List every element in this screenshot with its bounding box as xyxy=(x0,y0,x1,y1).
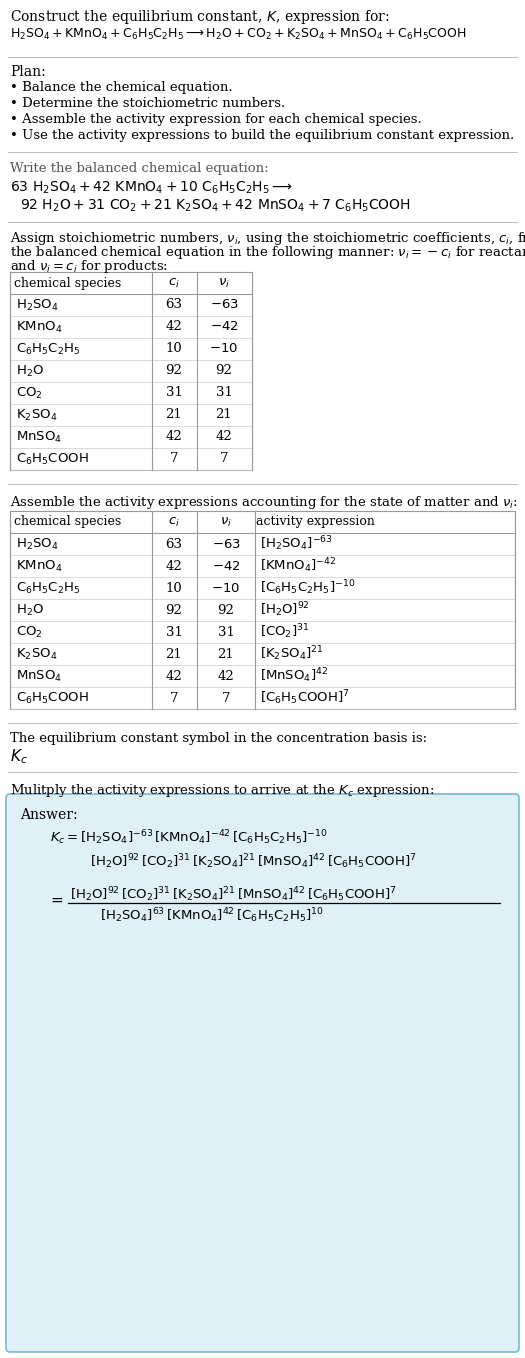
Text: 63: 63 xyxy=(165,538,183,550)
Text: $\mathrm{[C_6H_5C_2H_5]^{-10}}$: $\mathrm{[C_6H_5C_2H_5]^{-10}}$ xyxy=(260,579,355,598)
Text: =: = xyxy=(50,892,63,907)
Text: 21: 21 xyxy=(165,648,182,660)
Text: 31: 31 xyxy=(165,387,183,399)
Text: 42: 42 xyxy=(216,430,233,444)
Text: Plan:: Plan: xyxy=(10,65,46,79)
Text: $\mathrm{63\ H_2SO_4 + 42\ KMnO_4 + 10\ C_6H_5C_2H_5 \longrightarrow}$: $\mathrm{63\ H_2SO_4 + 42\ KMnO_4 + 10\ … xyxy=(10,181,293,197)
Text: $K_c$: $K_c$ xyxy=(10,747,28,766)
Text: $\mathrm{MnSO_4}$: $\mathrm{MnSO_4}$ xyxy=(16,668,62,683)
Text: $\mathrm{H_2O}$: $\mathrm{H_2O}$ xyxy=(16,364,44,379)
Text: $\mathrm{[CO_2]^{31}}$: $\mathrm{[CO_2]^{31}}$ xyxy=(260,623,309,641)
Text: $-$63: $-$63 xyxy=(209,299,238,311)
Bar xyxy=(10,511,515,709)
Text: Write the balanced chemical equation:: Write the balanced chemical equation: xyxy=(10,162,269,175)
Text: $-$10: $-$10 xyxy=(212,581,240,595)
Text: 92: 92 xyxy=(217,603,235,617)
Text: 63: 63 xyxy=(165,299,183,311)
Text: and $\nu_i = c_i$ for products:: and $\nu_i = c_i$ for products: xyxy=(10,258,168,276)
Text: $\mathrm{[C_6H_5COOH]^{7}}$: $\mathrm{[C_6H_5COOH]^{7}}$ xyxy=(260,689,350,708)
Text: $\mathrm{[H_2SO_4]^{-63}}$: $\mathrm{[H_2SO_4]^{-63}}$ xyxy=(260,535,333,553)
Text: $\nu_i$: $\nu_i$ xyxy=(220,516,232,528)
Text: $\nu_i$: $\nu_i$ xyxy=(218,277,230,289)
Text: • Determine the stoichiometric numbers.: • Determine the stoichiometric numbers. xyxy=(10,96,285,110)
Text: $\mathrm{C_6H_5COOH}$: $\mathrm{C_6H_5COOH}$ xyxy=(16,451,89,467)
Text: $\mathrm{C_6H_5C_2H_5}$: $\mathrm{C_6H_5C_2H_5}$ xyxy=(16,580,81,596)
Text: • Assemble the activity expression for each chemical species.: • Assemble the activity expression for e… xyxy=(10,113,422,126)
Text: $\mathrm{CO_2}$: $\mathrm{CO_2}$ xyxy=(16,386,43,401)
Text: $\mathrm{C_6H_5COOH}$: $\mathrm{C_6H_5COOH}$ xyxy=(16,690,89,706)
Text: 42: 42 xyxy=(165,430,182,444)
Text: Construct the equilibrium constant, $K$, expression for:: Construct the equilibrium constant, $K$,… xyxy=(10,8,390,26)
Text: the balanced chemical equation in the following manner: $\nu_i = -c_i$ for react: the balanced chemical equation in the fo… xyxy=(10,244,525,261)
Text: 31: 31 xyxy=(217,626,235,638)
Text: $[\mathrm{H_2SO_4}]^{63}\,[\mathrm{KMnO_4}]^{42}\,[\mathrm{C_6H_5C_2H_5}]^{10}$: $[\mathrm{H_2SO_4}]^{63}\,[\mathrm{KMnO_… xyxy=(100,906,324,925)
Text: 31: 31 xyxy=(165,626,183,638)
Text: $-$10: $-$10 xyxy=(209,342,238,356)
Text: 92: 92 xyxy=(165,603,183,617)
Text: $\mathrm{H_2O}$: $\mathrm{H_2O}$ xyxy=(16,603,44,618)
Text: 10: 10 xyxy=(165,581,182,595)
Text: 42: 42 xyxy=(165,669,182,683)
Text: 10: 10 xyxy=(165,342,182,356)
FancyBboxPatch shape xyxy=(6,794,519,1353)
Text: $\mathrm{C_6H_5C_2H_5}$: $\mathrm{C_6H_5C_2H_5}$ xyxy=(16,341,81,357)
Text: 42: 42 xyxy=(165,559,182,573)
Text: 21: 21 xyxy=(216,409,233,421)
Text: Mulitply the activity expressions to arrive at the $K_c$ expression:: Mulitply the activity expressions to arr… xyxy=(10,782,434,799)
Text: $-$42: $-$42 xyxy=(209,320,238,334)
Text: $\mathrm{[KMnO_4]^{-42}}$: $\mathrm{[KMnO_4]^{-42}}$ xyxy=(260,557,337,576)
Text: $[\mathrm{H_2O}]^{92}\,[\mathrm{CO_2}]^{31}\,[\mathrm{K_2SO_4}]^{21}\,[\mathrm{M: $[\mathrm{H_2O}]^{92}\,[\mathrm{CO_2}]^{… xyxy=(90,851,417,870)
Text: 7: 7 xyxy=(170,691,179,705)
Text: chemical species: chemical species xyxy=(14,516,121,528)
Text: activity expression: activity expression xyxy=(256,516,374,528)
Text: $\mathrm{K_2SO_4}$: $\mathrm{K_2SO_4}$ xyxy=(16,407,57,422)
Text: $\mathrm{MnSO_4}$: $\mathrm{MnSO_4}$ xyxy=(16,429,62,444)
Text: $\mathrm{KMnO_4}$: $\mathrm{KMnO_4}$ xyxy=(16,319,62,334)
Text: chemical species: chemical species xyxy=(14,277,121,289)
Text: 92: 92 xyxy=(216,364,233,378)
Text: 7: 7 xyxy=(222,691,230,705)
Text: $-$42: $-$42 xyxy=(212,559,240,573)
Bar xyxy=(10,272,252,470)
Text: $\mathrm{H_2SO_4}$: $\mathrm{H_2SO_4}$ xyxy=(16,536,59,551)
Text: $\mathrm{H_2SO_4}$: $\mathrm{H_2SO_4}$ xyxy=(16,297,59,312)
Text: 42: 42 xyxy=(218,669,234,683)
Text: $\mathrm{H_2SO_4 + KMnO_4 + C_6H_5C_2H_5 \longrightarrow H_2O + CO_2 + K_2SO_4 +: $\mathrm{H_2SO_4 + KMnO_4 + C_6H_5C_2H_5… xyxy=(10,27,467,42)
Text: Answer:: Answer: xyxy=(20,808,78,822)
Text: 21: 21 xyxy=(218,648,234,660)
Text: $\mathrm{[H_2O]^{92}}$: $\mathrm{[H_2O]^{92}}$ xyxy=(260,600,310,619)
Text: 7: 7 xyxy=(170,452,179,466)
Text: 42: 42 xyxy=(165,320,182,334)
Text: 31: 31 xyxy=(216,387,233,399)
Text: 7: 7 xyxy=(220,452,228,466)
Text: $c_i$: $c_i$ xyxy=(168,277,180,289)
Text: $K_c = [\mathrm{H_2SO_4}]^{-63}\,[\mathrm{KMnO_4}]^{-42}\,[\mathrm{C_6H_5C_2H_5}: $K_c = [\mathrm{H_2SO_4}]^{-63}\,[\mathr… xyxy=(50,828,328,846)
Text: $\mathrm{[MnSO_4]^{42}}$: $\mathrm{[MnSO_4]^{42}}$ xyxy=(260,667,328,686)
Text: • Balance the chemical equation.: • Balance the chemical equation. xyxy=(10,81,233,94)
Text: • Use the activity expressions to build the equilibrium constant expression.: • Use the activity expressions to build … xyxy=(10,129,514,143)
Text: 21: 21 xyxy=(165,409,182,421)
Text: $-$63: $-$63 xyxy=(212,538,240,550)
Text: $[\mathrm{H_2O}]^{92}\,[\mathrm{CO_2}]^{31}\,[\mathrm{K_2SO_4}]^{21}\,[\mathrm{M: $[\mathrm{H_2O}]^{92}\,[\mathrm{CO_2}]^{… xyxy=(70,885,397,903)
Text: $\mathrm{CO_2}$: $\mathrm{CO_2}$ xyxy=(16,625,43,640)
Text: $\mathrm{[K_2SO_4]^{21}}$: $\mathrm{[K_2SO_4]^{21}}$ xyxy=(260,645,323,663)
Text: Assign stoichiometric numbers, $\nu_i$, using the stoichiometric coefficients, $: Assign stoichiometric numbers, $\nu_i$, … xyxy=(10,230,525,247)
Text: $\mathrm{KMnO_4}$: $\mathrm{KMnO_4}$ xyxy=(16,558,62,573)
Text: 92: 92 xyxy=(165,364,183,378)
Text: The equilibrium constant symbol in the concentration basis is:: The equilibrium constant symbol in the c… xyxy=(10,732,427,746)
Text: $\mathrm{92\ H_2O + 31\ CO_2 + 21\ K_2SO_4 + 42\ MnSO_4 + 7\ C_6H_5COOH}$: $\mathrm{92\ H_2O + 31\ CO_2 + 21\ K_2SO… xyxy=(20,198,411,215)
Text: $c_i$: $c_i$ xyxy=(168,516,180,528)
Text: Assemble the activity expressions accounting for the state of matter and $\nu_i$: Assemble the activity expressions accoun… xyxy=(10,494,518,511)
Text: $\mathrm{K_2SO_4}$: $\mathrm{K_2SO_4}$ xyxy=(16,646,57,661)
